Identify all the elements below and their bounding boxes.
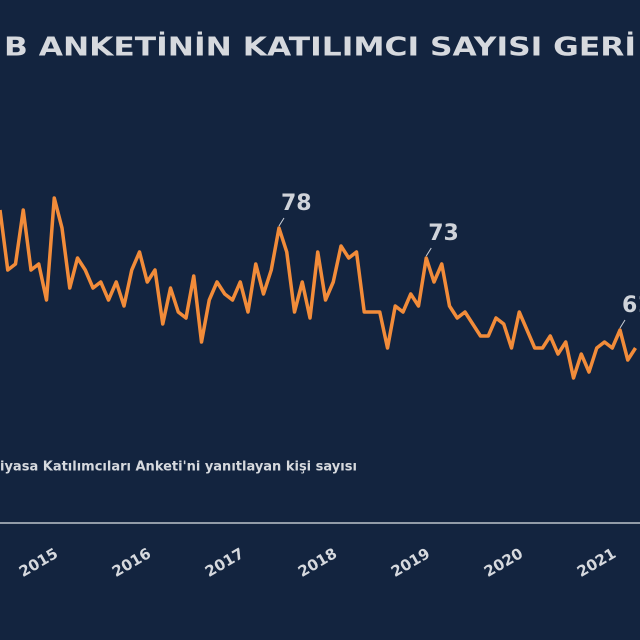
legend-label: iyasa Katılımcıları Anketi'ni yanıtlayan…	[0, 460, 357, 475]
annotation: 78	[281, 191, 312, 216]
annotation: 73	[428, 221, 459, 246]
chart-title: B ANKETİNİN KATILIMCI SAYISI GERİ	[4, 31, 636, 63]
annotation: 61	[622, 293, 640, 318]
annotation-leader	[425, 247, 432, 257]
series-line	[0, 196, 637, 380]
annotation-leader	[278, 217, 285, 227]
annotation-leader	[619, 319, 626, 329]
